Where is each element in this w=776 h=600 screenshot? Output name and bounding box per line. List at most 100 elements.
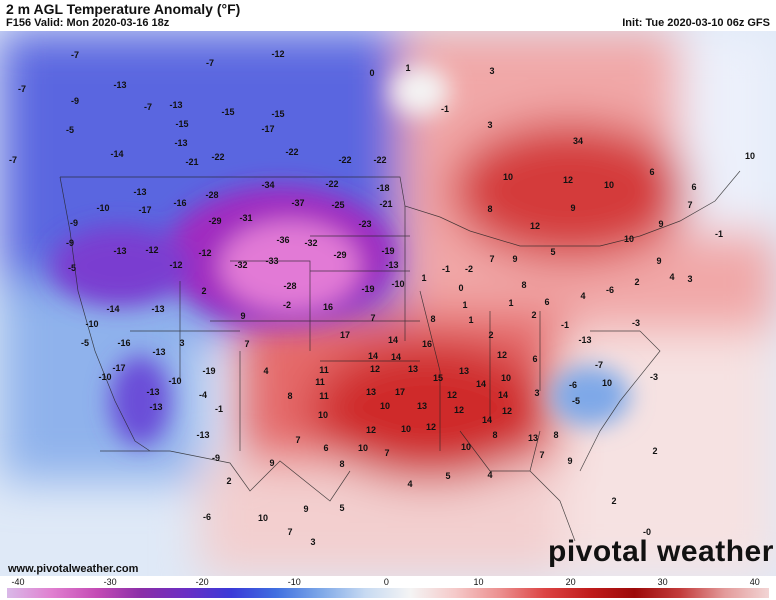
anomaly-value-label: -1 [715,229,723,239]
anomaly-value-label: -23 [358,219,371,229]
anomaly-value-label: -19 [361,284,374,294]
anomaly-value-label: 15 [433,373,443,383]
valid-time: F156 Valid: Mon 2020-03-16 18z [6,17,170,29]
colorbar-tick-label: -20 [195,577,209,587]
anomaly-value-label: 10 [745,151,755,161]
anomaly-value-label: 16 [422,339,432,349]
anomaly-value-label: -19 [381,246,394,256]
anomaly-value-label: 3 [687,274,692,284]
anomaly-value-label: -9 [71,96,79,106]
colorbar-tick-label: 0 [383,577,389,587]
anomaly-value-label: 17 [340,330,350,340]
anomaly-value-label: 1 [508,298,513,308]
anomaly-value-label: 8 [339,459,344,469]
anomaly-value-label: -6 [606,285,614,295]
anomaly-value-label: 1 [468,315,473,325]
anomaly-value-label: -13 [174,138,187,148]
anomaly-value-label: 13 [459,366,469,376]
anomaly-value-label: -6 [569,380,577,390]
map-title: 2 m AGL Temperature Anomaly (°F) [6,1,241,17]
anomaly-value-label: -31 [239,213,252,223]
anomaly-value-label: 7 [539,450,544,460]
anomaly-value-label: 9 [303,504,308,514]
anomaly-value-label: 13 [408,364,418,374]
anomaly-value-label: 2 [201,286,206,296]
anomaly-value-label: -22 [373,155,386,165]
anomaly-value-label: -13 [196,430,209,440]
anomaly-value-label: -25 [331,200,344,210]
anomaly-value-label: 14 [476,379,486,389]
anomaly-value-label: 8 [492,430,497,440]
anomaly-value-label: 10 [318,410,328,420]
anomaly-value-label: 3 [534,388,539,398]
anomaly-value-label: 7 [370,313,375,323]
anomaly-value-label: -12 [169,260,182,270]
anomaly-value-label: -16 [173,198,186,208]
colorbar-tick-label: 20 [565,577,576,587]
anomaly-value-label: -12 [271,49,284,59]
anomaly-value-label: -13 [152,347,165,357]
anomaly-value-label: 7 [287,527,292,537]
anomaly-value-label: -10 [391,279,404,289]
anomaly-value-label: -29 [333,250,346,260]
website-url[interactable]: www.pivotalweather.com [8,563,139,575]
anomaly-value-label: 4 [487,470,492,480]
anomaly-value-label: -13 [578,335,591,345]
anomaly-value-label: -36 [276,235,289,245]
anomaly-value-label: -10 [96,203,109,213]
anomaly-value-label: -5 [66,125,74,135]
anomaly-value-label: 3 [310,537,315,547]
anomaly-value-label: -5 [68,263,76,273]
anomaly-value-label: 9 [567,456,572,466]
anomaly-value-label: -29 [208,216,221,226]
anomaly-value-label: -9 [70,218,78,228]
anomaly-value-label: 3 [179,338,184,348]
anomaly-value-label: 1 [421,273,426,283]
anomaly-value-label: -16 [117,338,130,348]
anomaly-value-label: 11 [319,391,329,401]
anomaly-value-label: -13 [169,100,182,110]
anomaly-value-label: -37 [291,198,304,208]
anomaly-value-label: 7 [244,339,249,349]
anomaly-value-label: 9 [570,203,575,213]
anomaly-value-label: 16 [323,302,333,312]
anomaly-value-label: 5 [445,471,450,481]
anomaly-value-label: 1 [405,63,410,73]
colorbar-tick-label: -40 [11,577,25,587]
anomaly-value-label: -28 [283,281,296,291]
anomaly-values: -7-7 -13-9-7 -13-15-12-7-15 -17-15-13-5-14-… [9,49,755,547]
anomaly-value-label: 10 [461,442,471,452]
anomaly-value-label: 7 [384,448,389,458]
anomaly-value-label: 1 [462,300,467,310]
anomaly-value-label: 2 [652,446,657,456]
anomaly-value-label: -12 [198,248,211,258]
anomaly-value-label: -7 [9,155,17,165]
anomaly-value-label: -28 [205,190,218,200]
anomaly-value-label: -15 [221,107,234,117]
anomaly-value-label: -2 [283,300,291,310]
anomaly-value-label: -13 [146,387,159,397]
anomaly-value-label: -17 [138,205,151,215]
anomaly-value-label: -5 [81,338,89,348]
anomaly-value-label: 9 [656,256,661,266]
anomaly-value-label: 14 [368,351,378,361]
anomaly-value-label: -10 [85,319,98,329]
brand-logo-text: pivotal weather [548,535,774,568]
anomaly-value-label: 9 [658,219,663,229]
anomaly-value-label: 14 [388,335,398,345]
colorbar-tick-label: 40 [749,577,760,587]
anomaly-value-label: -13 [133,187,146,197]
anomaly-value-label: 12 [530,221,540,231]
anomaly-value-label: 11 [315,377,325,387]
anomaly-value-label: -7 [71,50,79,60]
anomaly-shading [0,31,776,576]
anomaly-value-label: 8 [287,391,292,401]
anomaly-value-label: 8 [430,314,435,324]
anomaly-value-label: 2 [488,330,493,340]
anomaly-value-label: -13 [113,246,126,256]
anomaly-value-label: -12 [145,245,158,255]
anomaly-value-label: -17 [261,124,274,134]
anomaly-value-label: -4 [199,390,207,400]
anomaly-value-label: 12 [426,422,436,432]
anomaly-value-label: -10 [98,372,111,382]
